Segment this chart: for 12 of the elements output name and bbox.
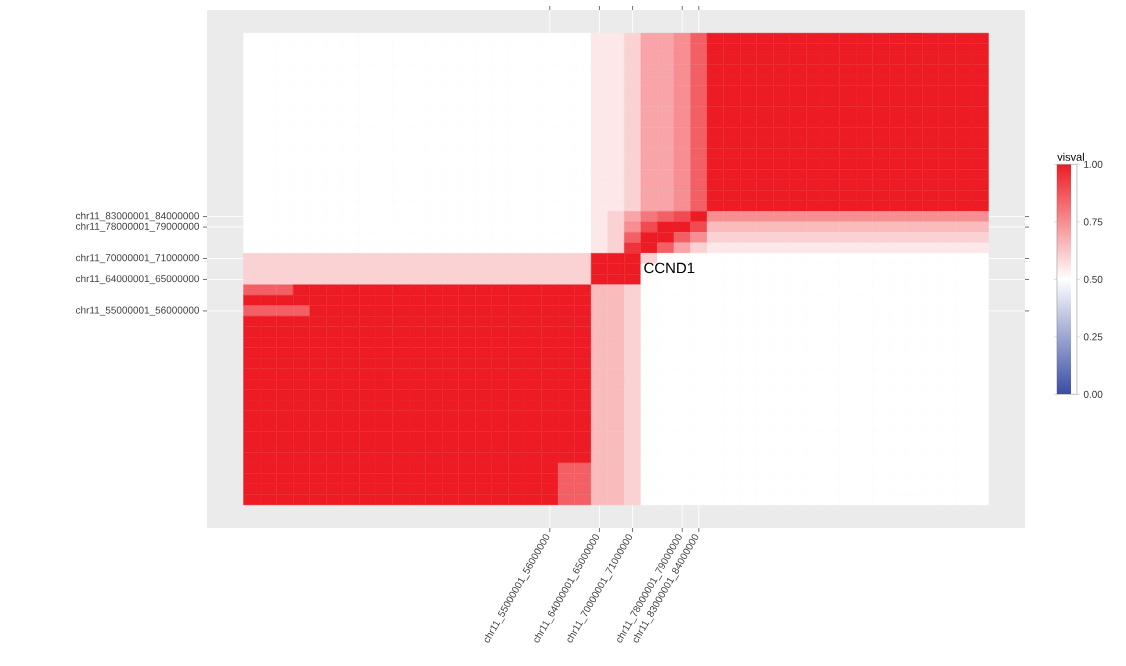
color-bar-label: 0.00 bbox=[1083, 390, 1103, 398]
color-bar-label: 0.75 bbox=[1083, 218, 1103, 226]
color-bar-label: 0.50 bbox=[1083, 275, 1103, 283]
annotation: CCND1 bbox=[644, 262, 695, 274]
color-bar-label: 1.00 bbox=[1084, 160, 1103, 168]
color-bar-label: 0.25 bbox=[1083, 333, 1103, 341]
y-tick-label: chr11_55000001_56000000 bbox=[75, 306, 200, 316]
color-bar-title: visval bbox=[1057, 152, 1084, 161]
y-tick-label: chr11_78000001_79000000 bbox=[75, 222, 200, 232]
y-tick-label: chr11_83000001_84000000 bbox=[75, 211, 200, 222]
y-tick-label: chr11_70000001_71000000 bbox=[75, 253, 200, 264]
y-tick-label: chr11_64000001_65000000 bbox=[75, 274, 200, 285]
